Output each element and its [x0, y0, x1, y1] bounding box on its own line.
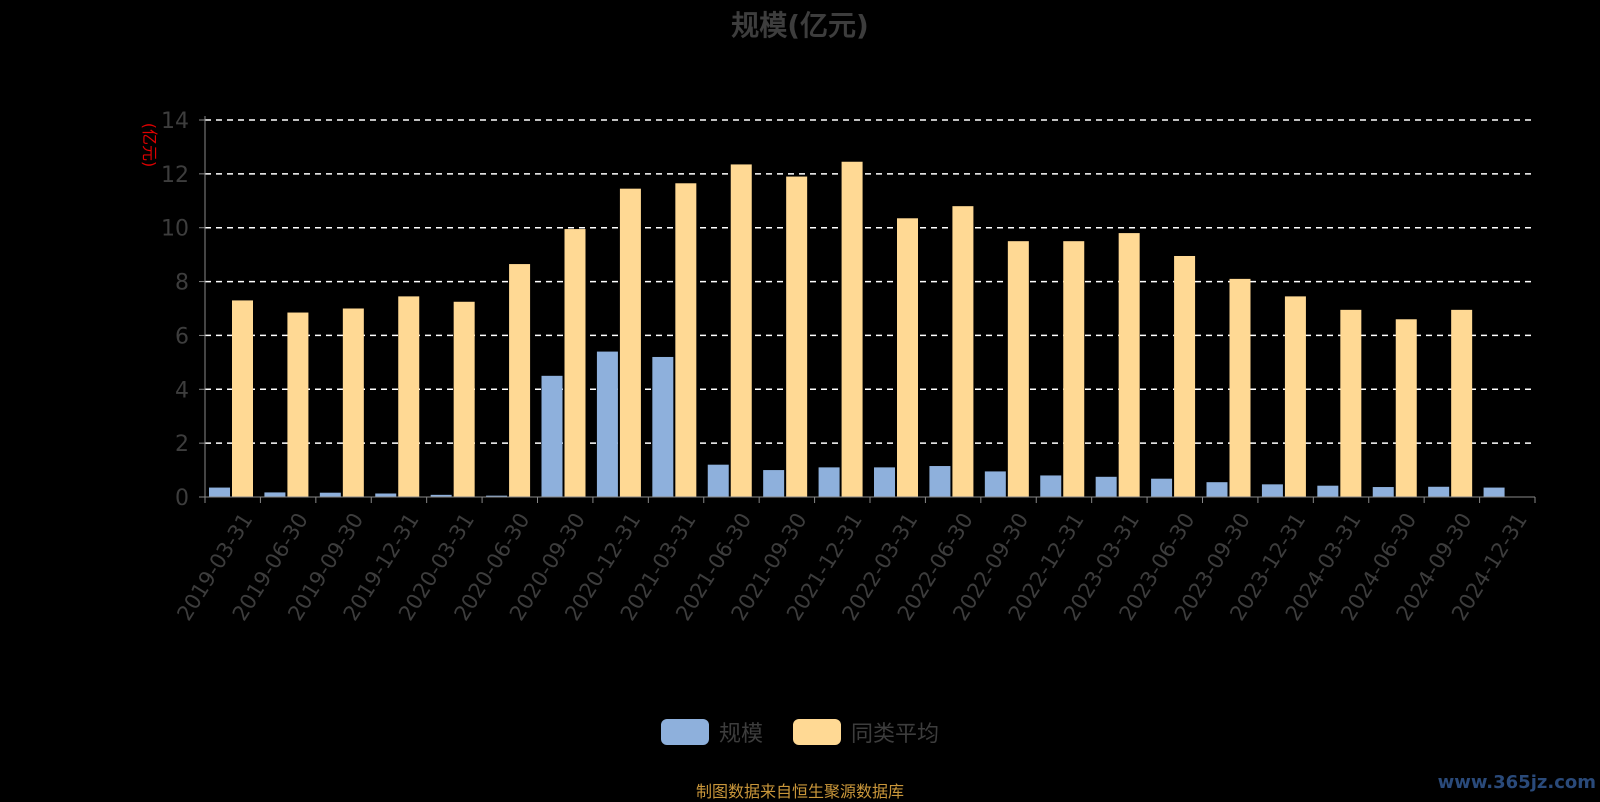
y-tick-label: 12 — [161, 163, 189, 188]
bar-scale[interactable] — [1372, 487, 1394, 497]
legend-label-scale: 规模 — [718, 722, 763, 747]
y-axis-unit: (亿元) — [140, 123, 159, 168]
y-tick-label: 8 — [175, 271, 189, 296]
bar-scale[interactable] — [1317, 485, 1339, 497]
bar-peer-average[interactable] — [1451, 309, 1473, 497]
bar-peer-average[interactable] — [897, 218, 918, 497]
bar-peer-average[interactable] — [619, 188, 641, 498]
bar-scale[interactable] — [375, 493, 397, 497]
bar-scale[interactable] — [818, 467, 840, 497]
y-tick-label: 14 — [161, 109, 189, 134]
bar-scale[interactable] — [596, 351, 618, 497]
bar-scale[interactable] — [1206, 482, 1228, 497]
data-source-note: 制图数据来自恒生聚源数据库 — [695, 782, 904, 801]
bar-peer-average[interactable] — [675, 183, 697, 497]
bar-peer-average[interactable] — [786, 176, 808, 498]
y-axis-ticks: 0 2 4 6 8 10 12 14 — [161, 109, 206, 511]
bar-peer-average[interactable] — [398, 296, 420, 497]
legend-label-peer-average: 同类平均 — [851, 722, 940, 747]
watermark: www.365jz.com — [1437, 772, 1596, 793]
bar-scale[interactable] — [763, 470, 785, 497]
bar-peer-average[interactable] — [509, 264, 531, 497]
bar-peer-average[interactable] — [1118, 233, 1140, 497]
bar-scale[interactable] — [541, 375, 563, 497]
bar-peer-average[interactable] — [952, 206, 974, 497]
bar-peer-average[interactable] — [453, 301, 475, 497]
bar-scale[interactable] — [1040, 475, 1062, 497]
bar-scale[interactable] — [707, 464, 729, 497]
bar-peer-average[interactable] — [730, 164, 752, 498]
legend-item-scale[interactable]: 规模 — [660, 716, 763, 748]
bar-scale[interactable] — [1151, 478, 1173, 497]
bar-peer-average[interactable] — [1340, 309, 1362, 497]
bar-scale[interactable] — [1483, 487, 1505, 497]
bar-peer-average[interactable] — [841, 161, 863, 497]
y-tick-label: 0 — [175, 486, 189, 511]
bars — [209, 161, 1505, 498]
bar-scale[interactable] — [929, 466, 951, 497]
grid-lines — [205, 119, 1535, 444]
bar-peer-average[interactable] — [232, 300, 253, 497]
bar-scale[interactable] — [984, 471, 1006, 497]
bar-scale[interactable] — [209, 487, 230, 497]
bar-scale[interactable] — [1428, 486, 1450, 497]
bar-peer-average[interactable] — [1395, 319, 1417, 497]
bar-peer-average[interactable] — [287, 312, 309, 497]
y-tick-label: 6 — [175, 324, 189, 349]
bar-scale[interactable] — [319, 492, 341, 497]
x-axis-ticks: 2019-03-312019-06-302019-09-302019-12-31… — [172, 497, 1536, 625]
legend-swatch-scale — [660, 719, 709, 745]
bar-peer-average[interactable] — [1284, 296, 1306, 497]
bar-scale[interactable] — [652, 356, 674, 497]
y-tick-label: 10 — [161, 217, 189, 242]
y-tick-label: 4 — [175, 378, 189, 403]
bar-scale[interactable] — [430, 494, 452, 497]
y-tick-label: 2 — [175, 432, 189, 457]
legend-item-peer-average[interactable]: 同类平均 — [793, 716, 939, 748]
bar-peer-average[interactable] — [1229, 278, 1251, 497]
legend: 规模 同类平均 — [0, 716, 1600, 748]
bar-peer-average[interactable] — [564, 229, 586, 497]
bar-scale[interactable] — [1261, 484, 1283, 497]
bar-peer-average[interactable] — [1007, 241, 1029, 497]
chart-title: 规模(亿元) — [731, 9, 869, 42]
bar-scale[interactable] — [1095, 476, 1117, 497]
bar-peer-average[interactable] — [342, 308, 364, 498]
bar-peer-average[interactable] — [1063, 241, 1085, 497]
bar-scale[interactable] — [264, 492, 286, 497]
bar-peer-average[interactable] — [1174, 255, 1196, 497]
bar-scale[interactable] — [874, 467, 895, 497]
bar-scale[interactable] — [486, 495, 508, 497]
legend-swatch-peer-average — [793, 719, 841, 745]
